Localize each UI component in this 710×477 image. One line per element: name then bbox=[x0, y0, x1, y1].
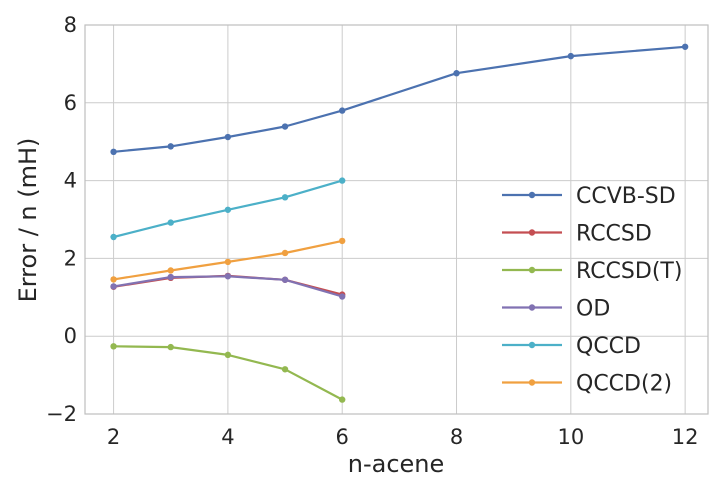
tick-labels: 2 4 6 8 10 12 −2 0 2 4 6 8 bbox=[46, 13, 698, 449]
series-layer bbox=[110, 43, 689, 403]
data-point bbox=[167, 343, 174, 351]
legend-label: RCCSD(T) bbox=[576, 259, 682, 284]
legend-swatch-marker bbox=[528, 341, 536, 349]
data-point bbox=[681, 43, 689, 50]
series-od bbox=[110, 273, 346, 300]
x-tick-label: 8 bbox=[450, 425, 463, 449]
legend-label: QCCD bbox=[576, 334, 641, 359]
data-point bbox=[281, 194, 289, 201]
data-point bbox=[224, 273, 232, 280]
data-point bbox=[339, 237, 346, 245]
legend-swatch-marker bbox=[528, 191, 536, 199]
series-rccsd-t bbox=[110, 343, 346, 403]
legend-label: OD bbox=[576, 297, 610, 322]
legend-entry: RCCSD(T) bbox=[502, 259, 682, 284]
x-tick-label: 4 bbox=[221, 425, 234, 449]
legend-entry: QCCD(2) bbox=[502, 372, 672, 397]
data-point bbox=[453, 70, 460, 77]
legend: CCVB-SD RCCSD RCCSD(T) OD QCCD QCCD(2) bbox=[502, 184, 682, 397]
data-point bbox=[567, 52, 575, 60]
x-tick-label: 10 bbox=[557, 425, 584, 449]
series-ccvb-sd bbox=[110, 43, 689, 156]
x-tick-label: 6 bbox=[336, 425, 349, 449]
plot-frame bbox=[84, 24, 709, 415]
legend-entry: CCVB-SD bbox=[502, 184, 676, 209]
legend-label: RCCSD bbox=[576, 222, 652, 247]
data-point bbox=[224, 351, 232, 359]
x-axis-title: n-acene bbox=[348, 450, 445, 477]
data-point bbox=[167, 267, 174, 274]
legend-label: CCVB-SD bbox=[576, 184, 676, 209]
data-point bbox=[167, 143, 174, 150]
legend-label: QCCD(2) bbox=[576, 372, 672, 397]
data-point bbox=[281, 249, 289, 257]
legend-entry: RCCSD bbox=[502, 222, 652, 247]
data-point bbox=[339, 107, 346, 114]
data-point bbox=[224, 258, 232, 266]
y-tick-label: 2 bbox=[64, 246, 77, 270]
legend-swatch-marker bbox=[528, 229, 536, 236]
x-tick-label: 12 bbox=[672, 425, 699, 449]
data-point bbox=[281, 123, 289, 130]
data-point bbox=[339, 177, 346, 184]
data-point bbox=[110, 233, 117, 241]
data-point bbox=[281, 366, 289, 373]
legend-swatch-marker bbox=[528, 266, 536, 274]
series-qccd bbox=[110, 177, 346, 241]
y-tick-label: 6 bbox=[64, 91, 77, 115]
y-tick-label: 0 bbox=[64, 324, 77, 348]
y-axis-title: Error / n (mH) bbox=[14, 138, 42, 303]
data-point bbox=[224, 206, 232, 213]
data-point bbox=[224, 133, 232, 141]
series-qccd-2 bbox=[110, 237, 346, 283]
data-point bbox=[110, 276, 117, 283]
legend-entry: OD bbox=[502, 297, 610, 322]
data-point bbox=[110, 283, 117, 290]
y-tick-label: 4 bbox=[64, 169, 77, 193]
y-tick-label: −2 bbox=[46, 402, 77, 426]
data-point bbox=[110, 148, 117, 156]
x-tick-label: 2 bbox=[107, 425, 120, 449]
legend-entry: QCCD bbox=[502, 334, 641, 359]
y-tick-label: 8 bbox=[64, 13, 77, 37]
data-point bbox=[167, 219, 174, 226]
data-point bbox=[281, 276, 289, 283]
legend-swatch-marker bbox=[528, 304, 536, 311]
data-point bbox=[167, 273, 174, 281]
data-point bbox=[339, 293, 346, 300]
data-point bbox=[339, 396, 346, 403]
data-point bbox=[110, 343, 117, 350]
legend-swatch-marker bbox=[528, 379, 536, 386]
series-line bbox=[113, 45, 686, 153]
